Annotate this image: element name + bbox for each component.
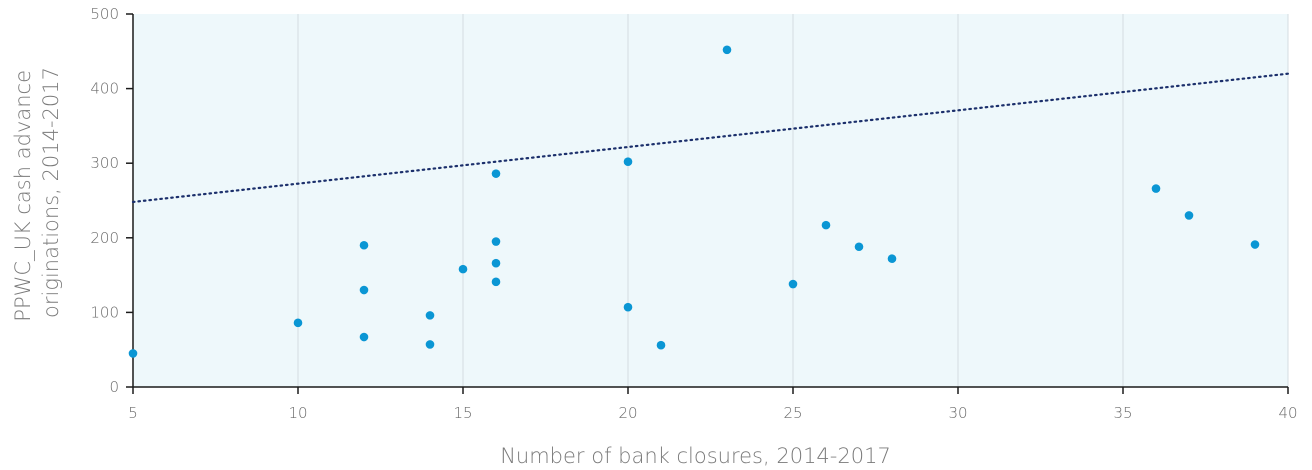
data-point [788, 279, 798, 289]
data-point [491, 258, 501, 268]
data-point [293, 318, 303, 328]
data-point [491, 169, 501, 178]
x-tick-labels: 5 10 15 20 25 30 35 40 [128, 404, 1297, 422]
data-point [491, 277, 501, 287]
y-tick-label: 200 [90, 229, 119, 247]
data-point [623, 157, 633, 167]
y-tick-label: 300 [90, 154, 119, 172]
data-point [1184, 211, 1194, 220]
data-point [425, 311, 435, 320]
data-point [887, 254, 897, 263]
data-point [656, 340, 666, 350]
x-tick-label: 35 [1113, 404, 1132, 422]
data-point [458, 264, 468, 274]
data-point [623, 302, 633, 312]
data-point [854, 242, 864, 252]
x-tick-label: 30 [948, 404, 967, 422]
data-points [128, 45, 1260, 358]
data-point [359, 240, 369, 250]
axes [126, 13, 1289, 394]
data-point [722, 45, 732, 55]
gridlines [297, 14, 1289, 387]
y-axis-title-line-2: originations, 2014-2017 [39, 67, 63, 318]
x-tick-label: 15 [453, 404, 472, 422]
x-tick-label: 20 [618, 404, 637, 422]
data-point [425, 340, 435, 349]
trendline-layer [131, 72, 1290, 204]
data-point [359, 332, 369, 342]
data-point [1250, 240, 1260, 249]
data-point [128, 349, 138, 358]
y-axis-title: PPWC_UK cash advance originations, 2014-… [11, 63, 63, 321]
y-tick-label: 500 [90, 5, 119, 23]
y-tick-label: 0 [109, 378, 119, 396]
x-tick-label: 25 [783, 404, 802, 422]
data-point [491, 237, 501, 246]
x-tick-label: 5 [128, 404, 138, 422]
trendline [131, 72, 1290, 204]
data-point [359, 285, 369, 295]
plot-area-background [133, 14, 1288, 387]
x-axis-title: Number of bank closures, 2014-2017 [500, 444, 891, 468]
y-axis-title-line-1: PPWC_UK cash advance [11, 70, 35, 322]
x-tick-label: 40 [1278, 404, 1297, 422]
y-tick-label: 100 [90, 303, 119, 321]
data-point [1151, 184, 1161, 193]
y-tick-label: 400 [90, 80, 119, 98]
y-tick-labels: 0 100 200 300 400 500 [90, 5, 119, 396]
x-tick-label: 10 [288, 404, 307, 422]
data-point [821, 220, 831, 230]
